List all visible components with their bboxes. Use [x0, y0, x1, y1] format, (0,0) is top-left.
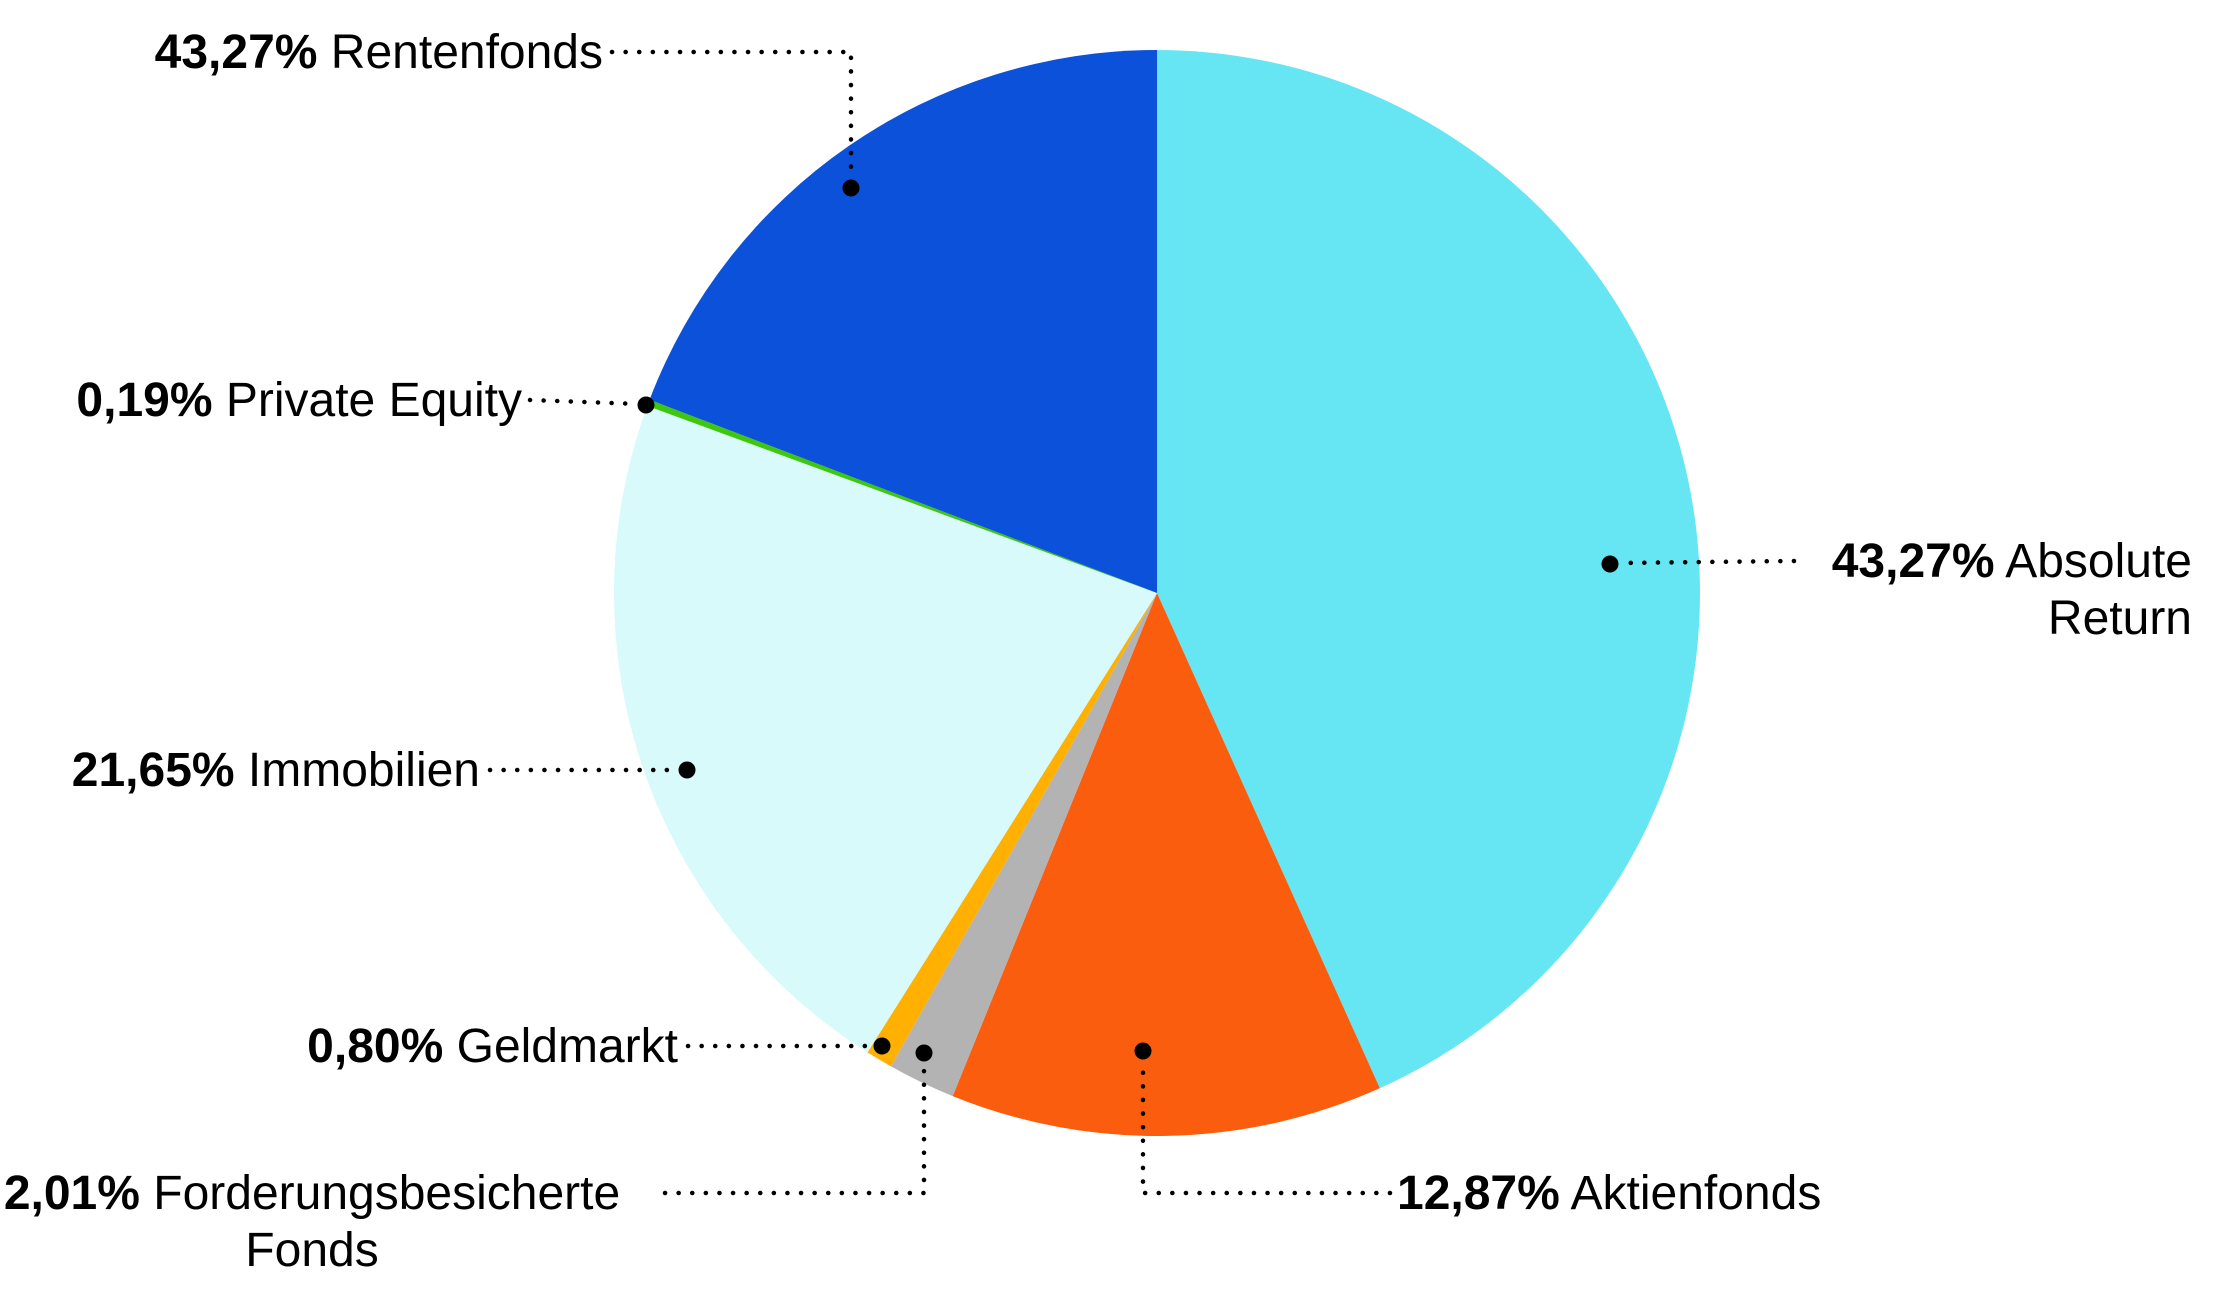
slice-label-immobilien: 21,65% Immobilien	[72, 742, 480, 799]
slice-name: Absolute Return	[2005, 535, 2192, 645]
leader-dot-aktienfonds	[1134, 1042, 1152, 1060]
slice-label-aktienfonds: 12,87% Aktienfonds	[1397, 1165, 1821, 1222]
leader-dot-geldmarkt	[873, 1037, 891, 1055]
slice-label-forderungsbesicherte-fonds: 2,01% Forderungsbesicherte Fonds	[0, 1165, 657, 1279]
slice-label-absolute-return: 43,27% Absolute Return	[1800, 533, 2192, 647]
slice-name: Rentenfonds	[330, 26, 603, 79]
pie-slice-immobilien	[614, 405, 1157, 1053]
slice-percent: 2,01%	[3, 1167, 140, 1220]
slice-label-private-equity: 0,19% Private Equity	[76, 372, 522, 429]
leader-line-absolute-return	[1616, 558, 1797, 566]
slice-name: Private Equity	[225, 374, 522, 427]
pie-slice-rentenfonds	[649, 50, 1157, 593]
leader-dot-rentenfonds	[842, 179, 860, 197]
slice-label-rentenfonds: 43,27% Rentenfonds	[155, 24, 603, 81]
leader-line-aktienfonds	[1140, 1058, 1393, 1196]
slice-name: Aktienfonds	[1570, 1167, 1822, 1220]
pie-slice-private-equity	[647, 399, 1157, 593]
slice-name: Forderungsbesicherte Fonds	[153, 1167, 621, 1277]
slice-name: Immobilien	[247, 744, 480, 797]
leader-dot-private-equity	[637, 396, 655, 414]
slice-percent: 21,65%	[71, 744, 235, 797]
slice-percent: 43,27%	[154, 26, 318, 79]
leader-dot-immobilien	[678, 761, 696, 779]
pie-slice-aktienfonds	[952, 593, 1380, 1136]
leader-dot-forderungsbesicherte-fonds	[915, 1044, 933, 1062]
leader-line-forderungsbesicherte-fonds	[662, 1060, 927, 1196]
pie-slice-absolute-return	[1157, 50, 1700, 1089]
slice-percent: 43,27%	[1831, 535, 1995, 588]
slice-percent: 0,19%	[76, 374, 213, 427]
slice-label-geldmarkt: 0,80% Geldmarkt	[307, 1018, 678, 1075]
leader-lines	[487, 49, 1797, 1196]
slice-percent: 12,87%	[1397, 1167, 1560, 1220]
leader-line-private-equity	[527, 397, 641, 407]
slice-name: Geldmarkt	[456, 1020, 678, 1073]
leader-dot-absolute-return	[1601, 555, 1619, 573]
pie-slice-forderungsbesicherte-fonds	[890, 593, 1157, 1097]
pie-slices	[614, 50, 1700, 1136]
pie-slice-geldmarkt	[867, 593, 1157, 1067]
leader-line-rentenfonds	[609, 49, 854, 183]
slice-percent: 0,80%	[307, 1020, 444, 1073]
